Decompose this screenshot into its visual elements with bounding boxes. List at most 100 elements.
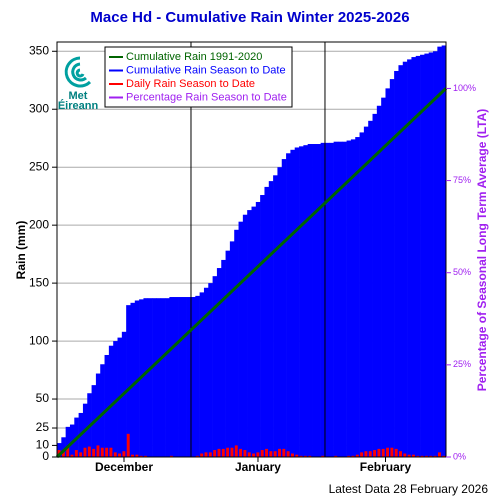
daily-bar (286, 451, 290, 457)
y-tick-label: 250 (29, 159, 49, 173)
daily-bar (368, 451, 372, 457)
lta-line (55, 87, 448, 459)
cumulative-bar (324, 142, 330, 457)
chart-title: Mace Hd - Cumulative Rain Winter 2025-20… (90, 9, 409, 26)
cumulative-bar (355, 137, 360, 458)
daily-bar (169, 455, 173, 457)
daily-bar (213, 450, 217, 457)
daily-bar (364, 451, 368, 457)
daily-bar (96, 445, 100, 457)
daily-bar (204, 452, 208, 457)
daily-bar (221, 448, 225, 457)
cumulative-bar (165, 298, 170, 457)
daily-bar (282, 448, 286, 457)
daily-bar (83, 447, 87, 457)
cumulative-bar (113, 341, 118, 457)
daily-bar (278, 448, 281, 457)
cumulative-bar (433, 51, 438, 457)
daily-bar (373, 450, 377, 457)
cumulative-bar (216, 268, 222, 457)
daily-bar (61, 451, 65, 457)
cumulative-bar (333, 141, 339, 457)
cumulative-bar (294, 147, 300, 457)
cumulative-bar (95, 373, 101, 457)
daily-bar (226, 447, 230, 457)
cumulative-bar (238, 221, 244, 457)
cumulative-bar (225, 250, 231, 457)
daily-bar (351, 455, 355, 457)
cumulative-bar (320, 142, 326, 457)
cumulative-bar (290, 149, 296, 458)
y2-axis-label: Percentage of Seasonal Long Term Average… (475, 109, 489, 392)
cumulative-bar (424, 53, 430, 458)
cumulative-bar (385, 88, 391, 457)
y2-tick-label: 75% (453, 175, 471, 185)
cumulative-bar (303, 145, 308, 457)
daily-bar (429, 455, 433, 457)
daily-bar (269, 451, 273, 457)
daily-bar (390, 447, 394, 457)
cumulative-bar (312, 144, 317, 457)
cumulative-bar (273, 175, 278, 457)
cumulative-bar (143, 298, 149, 457)
daily-bar (92, 448, 96, 457)
cumulative-bar (251, 206, 257, 457)
cumulative-bar (208, 283, 213, 457)
daily-bar (208, 452, 212, 457)
daily-bar (416, 455, 420, 457)
cumulative-bar (178, 297, 183, 457)
daily-bar (295, 454, 299, 457)
daily-bar (377, 448, 381, 457)
cumulative-bar (268, 181, 274, 457)
cumulative-bar (199, 292, 205, 457)
cumulative-bar (182, 297, 187, 457)
daily-bar (243, 450, 247, 457)
daily-bar (407, 454, 411, 457)
y2-tick-label: 25% (453, 359, 471, 369)
daily-bar (433, 455, 437, 457)
daily-bar (252, 453, 256, 457)
cumulative-bar (381, 97, 386, 457)
cumulative-bar (247, 210, 252, 457)
daily-bar (126, 433, 130, 457)
daily-bar (299, 455, 303, 457)
x-tick-label: December (95, 460, 153, 474)
daily-bar (347, 455, 351, 457)
cumulative-bar (152, 298, 157, 457)
daily-bar (87, 446, 91, 457)
daily-bar (265, 448, 268, 457)
daily-bar (260, 450, 264, 457)
daily-bar (399, 451, 402, 457)
y-tick-label: 100 (29, 333, 49, 347)
y-tick-label: 50 (36, 391, 50, 405)
cumulative-bar (134, 300, 140, 457)
cumulative-bar (186, 297, 192, 457)
cumulative-bar (160, 298, 166, 457)
cumulative-bar (281, 159, 287, 458)
cumulative-bar (212, 276, 218, 457)
y2-tick-label: 50% (453, 267, 471, 277)
legend-label: Percentage Rain Season to Date (126, 91, 287, 103)
cumulative-bar (260, 195, 265, 457)
plot-frame (56, 41, 447, 458)
y-tick-label: 10 (36, 438, 50, 452)
daily-bar (334, 455, 338, 457)
daily-bar (66, 446, 70, 457)
y-axis-label: Rain (mm) (14, 221, 28, 280)
y-tick-label: 25 (36, 420, 50, 434)
cumulative-bar (299, 146, 304, 458)
cumulative-bar (221, 259, 226, 457)
cumulative-bar (359, 132, 365, 457)
daily-bar (70, 454, 74, 457)
cumulative-bar (173, 297, 179, 457)
daily-bar (230, 447, 234, 457)
cumulative-bar (420, 54, 425, 457)
cumulative-bar (147, 298, 153, 457)
cumulative-bar (389, 79, 395, 457)
cumulative-bar (363, 126, 369, 458)
daily-bar (247, 452, 251, 457)
cumulative-bar (437, 46, 442, 457)
daily-bar (321, 455, 325, 457)
cumulative-bar (65, 426, 71, 457)
